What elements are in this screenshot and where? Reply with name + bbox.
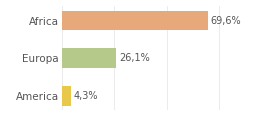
Bar <box>62 11 208 30</box>
Bar <box>62 48 116 68</box>
Text: 69,6%: 69,6% <box>210 15 241 26</box>
Text: 26,1%: 26,1% <box>119 53 150 63</box>
Bar <box>62 86 71 106</box>
Text: 4,3%: 4,3% <box>73 91 98 101</box>
